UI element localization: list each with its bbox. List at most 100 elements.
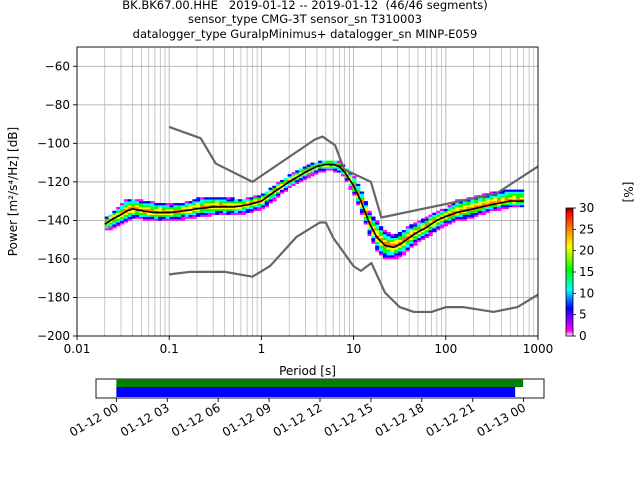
histogram-cell bbox=[150, 208, 155, 212]
colorbar-tick-label: 25 bbox=[579, 222, 594, 236]
histogram-cell bbox=[405, 245, 410, 248]
histogram-cell bbox=[268, 189, 273, 192]
histogram-cell bbox=[451, 220, 456, 223]
histogram-cell bbox=[458, 208, 464, 212]
histogram-cell bbox=[417, 222, 422, 225]
histogram-cell bbox=[504, 189, 509, 192]
histogram-cell bbox=[131, 208, 136, 212]
histogram-cell bbox=[127, 214, 132, 217]
histogram-cell bbox=[135, 216, 140, 219]
histogram-cell bbox=[371, 233, 376, 237]
histogram-cell bbox=[302, 170, 308, 173]
histogram-cell bbox=[462, 214, 467, 217]
histogram-cell bbox=[493, 201, 498, 204]
x-tick-label: 100 bbox=[434, 342, 457, 356]
histogram-cell bbox=[436, 212, 441, 215]
histogram-cell bbox=[348, 185, 353, 188]
histogram-cell bbox=[382, 257, 388, 260]
histogram-cell bbox=[116, 210, 121, 213]
histogram-cell bbox=[165, 212, 170, 215]
histogram-cell bbox=[199, 203, 205, 206]
histogram-cell bbox=[158, 216, 163, 219]
histogram-cell bbox=[519, 191, 525, 194]
histogram-cell bbox=[123, 201, 129, 204]
histogram-cell bbox=[401, 249, 407, 252]
histogram-cell bbox=[104, 224, 109, 227]
histogram-cell bbox=[104, 216, 109, 219]
histogram-cell bbox=[226, 212, 231, 215]
histogram-cell bbox=[417, 239, 422, 242]
histogram-cell bbox=[310, 162, 315, 165]
histogram-cell bbox=[131, 199, 136, 202]
histogram-cell bbox=[241, 210, 247, 213]
histogram-cell bbox=[161, 203, 167, 206]
histogram-cell bbox=[424, 230, 429, 233]
histogram-cell bbox=[504, 193, 509, 196]
histogram-cell bbox=[405, 249, 410, 252]
histogram-cell bbox=[455, 212, 460, 215]
histogram-cell bbox=[161, 210, 167, 213]
histogram-cell bbox=[226, 204, 231, 208]
histogram-cell bbox=[390, 241, 395, 244]
histogram-cell bbox=[378, 235, 384, 239]
histogram-cell bbox=[375, 241, 380, 244]
histogram-cell bbox=[485, 195, 490, 198]
histogram-cell bbox=[165, 218, 170, 221]
histogram-cell bbox=[447, 222, 452, 225]
histogram-cell bbox=[188, 216, 193, 219]
histogram-cell bbox=[508, 193, 513, 196]
histogram-cell bbox=[489, 197, 494, 200]
histogram-cell bbox=[177, 216, 182, 219]
histogram-cell bbox=[180, 218, 186, 221]
histogram-cell bbox=[131, 203, 136, 206]
histogram-cell bbox=[382, 239, 388, 242]
histogram-cell bbox=[104, 226, 109, 229]
histogram-cell bbox=[215, 210, 220, 213]
histogram-cell bbox=[466, 210, 471, 213]
histogram-cell bbox=[222, 208, 228, 212]
histogram-cell bbox=[173, 216, 178, 219]
histogram-cell bbox=[451, 216, 456, 219]
histogram-cell bbox=[146, 218, 151, 221]
histogram-cell bbox=[375, 247, 380, 250]
histogram-cell bbox=[409, 243, 414, 246]
histogram-cell bbox=[382, 231, 388, 235]
histogram-cell bbox=[299, 170, 304, 173]
histogram-cell bbox=[420, 218, 426, 221]
timeline-tick-label: 01-12 00 bbox=[67, 400, 121, 439]
histogram-cell bbox=[436, 210, 441, 213]
histogram-cell bbox=[135, 212, 140, 215]
histogram-cell bbox=[428, 220, 433, 223]
low-noise-model-line bbox=[169, 221, 538, 314]
colorbar-label: [%] bbox=[621, 182, 635, 203]
histogram-cell bbox=[177, 208, 182, 212]
histogram-cell bbox=[249, 204, 254, 208]
histogram-cell bbox=[375, 245, 380, 248]
histogram-cell bbox=[249, 208, 254, 212]
histogram-cell bbox=[108, 220, 113, 223]
histogram-cell bbox=[241, 199, 247, 202]
histogram-cell bbox=[386, 243, 391, 246]
histogram-cell bbox=[428, 218, 433, 221]
histogram-cell bbox=[238, 208, 243, 212]
histogram-cell bbox=[165, 204, 170, 208]
histogram-cell bbox=[474, 214, 479, 217]
histogram-cell bbox=[378, 226, 384, 229]
histogram-cell bbox=[333, 168, 338, 171]
histogram-cell bbox=[142, 203, 148, 206]
histogram-cell bbox=[173, 204, 178, 208]
histogram-cell bbox=[382, 253, 388, 256]
histogram-cell bbox=[489, 201, 494, 204]
histogram-cell bbox=[401, 231, 407, 235]
histogram-cell bbox=[260, 203, 266, 206]
histogram-cell bbox=[466, 212, 471, 215]
histogram-cell bbox=[371, 237, 376, 240]
histogram-cell bbox=[375, 233, 380, 237]
histogram-cell bbox=[321, 160, 327, 163]
histogram-cell bbox=[230, 197, 235, 200]
histogram-cell bbox=[226, 197, 231, 200]
histogram-cell bbox=[173, 203, 178, 206]
histogram-cell bbox=[196, 197, 201, 200]
histogram-cell bbox=[409, 230, 414, 233]
histogram-cell bbox=[398, 233, 403, 237]
